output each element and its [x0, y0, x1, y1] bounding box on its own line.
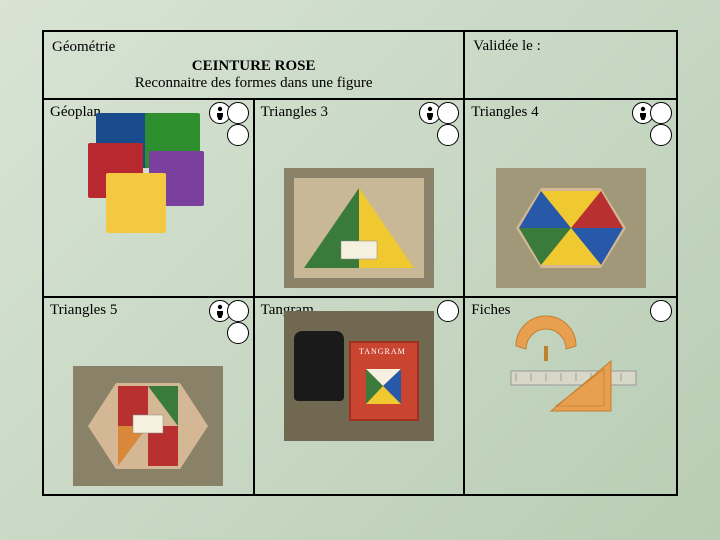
tangram-bag	[294, 331, 344, 401]
worksheet-table: Géométrie CEINTURE ROSE Reconnaitre des …	[42, 30, 678, 496]
check-bubble-1	[650, 300, 672, 322]
cell-fiches: Fiches	[465, 298, 676, 494]
belt-title: CEINTURE ROSE	[52, 58, 455, 75]
status-bubbles	[423, 102, 459, 146]
status-bubbles	[213, 102, 249, 146]
tangram-box: TANGRAM	[349, 341, 419, 421]
tangram-shapes-icon	[361, 364, 406, 409]
fiches-image	[496, 311, 646, 421]
check-bubble-2	[650, 124, 672, 146]
triangles5-image	[73, 366, 223, 486]
header-left-cell: Géométrie CEINTURE ROSE Reconnaitre des …	[44, 32, 465, 98]
cell-tangram: Tangram TANGRAM	[255, 298, 466, 494]
check-bubble-1	[227, 300, 249, 322]
tools-svg	[496, 311, 646, 421]
tangram-box-label: TANGRAM	[359, 347, 406, 356]
grid-row-2: Triangles 5	[44, 298, 676, 494]
triangles4-image	[496, 168, 646, 288]
check-bubble-1	[227, 102, 249, 124]
check-bubble-1	[650, 102, 672, 124]
check-bubble-1	[437, 300, 459, 322]
subtitle: Reconnaitre des formes dans une figure	[52, 75, 455, 92]
grid-row-1: Géoplan Triangles 3	[44, 100, 676, 298]
cell-triangles4: Triangles 4	[465, 100, 676, 296]
triangles3-image	[284, 168, 434, 288]
check-bubble-2	[227, 124, 249, 146]
hexagon5-svg	[78, 371, 218, 481]
subject-label: Géométrie	[52, 39, 115, 55]
title-block: CEINTURE ROSE Reconnaitre des formes dan…	[52, 58, 455, 92]
tangram-image: TANGRAM	[284, 311, 434, 441]
validated-label: Validée le :	[473, 38, 540, 54]
cell-triangles5: Triangles 5	[44, 298, 255, 494]
header-right-cell: Validée le :	[465, 32, 676, 98]
check-bubble-2	[437, 124, 459, 146]
person-icon	[215, 106, 225, 120]
hexagon-svg	[506, 173, 636, 283]
check-bubble-2	[227, 322, 249, 344]
person-icon	[638, 106, 648, 120]
check-bubble-1	[437, 102, 459, 124]
header-row: Géométrie CEINTURE ROSE Reconnaitre des …	[44, 32, 676, 100]
status-bubbles	[441, 300, 459, 322]
triangle-svg	[299, 183, 419, 273]
status-bubbles	[636, 102, 672, 146]
status-bubbles	[654, 300, 672, 322]
cell-triangles3: Triangles 3	[255, 100, 466, 296]
geoplan-image	[88, 113, 208, 233]
status-bubbles	[213, 300, 249, 344]
person-icon	[425, 106, 435, 120]
cell-geoplan: Géoplan	[44, 100, 255, 296]
person-icon	[215, 304, 225, 318]
